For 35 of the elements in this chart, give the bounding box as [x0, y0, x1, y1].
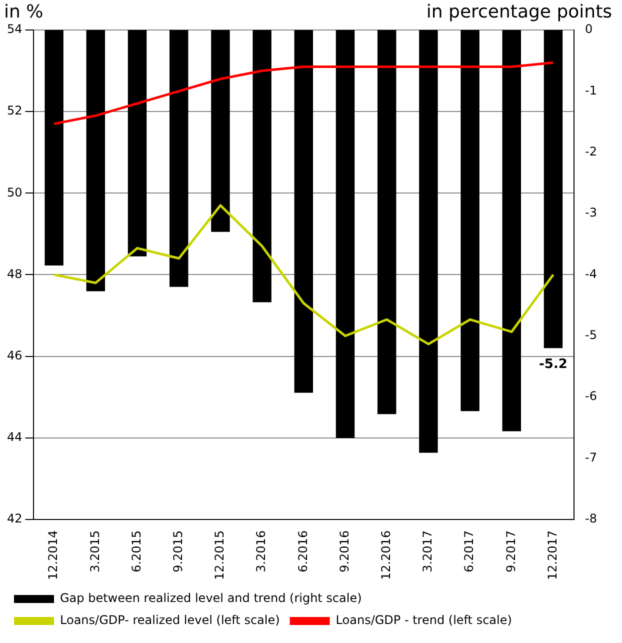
x-tick-label: 6.2015 — [129, 530, 144, 572]
legend-label: Gap between realized level and trend (right scale) — [60, 591, 362, 606]
x-tick-label: 9.2017 — [504, 530, 518, 572]
y2-tick-label: -4 — [585, 266, 598, 281]
y2-tick-label: 0 — [585, 22, 593, 36]
x-tick-label: 12.2017 — [545, 530, 560, 580]
y2-tick-label: -8 — [585, 512, 598, 526]
x-tick-label: 3.2016 — [254, 530, 268, 572]
legend-label: Loans/GDP - trend (left scale) — [336, 613, 512, 628]
y2-tick-label: -6 — [585, 389, 598, 404]
x-tick-label: 3.2015 — [88, 530, 102, 572]
y2-axis-title: in percentage points — [426, 2, 612, 23]
x-tick-label: 6.2016 — [296, 530, 310, 572]
legend-label: Loans/GDP- realized level (left scale) — [60, 613, 280, 628]
y2-tick-label: -7 — [585, 450, 598, 464]
y-tick-label: 48 — [6, 266, 22, 281]
y2-tick-label: -5 — [585, 328, 598, 342]
x-tick-label: 12.2016 — [378, 530, 393, 580]
y-tick-label: 46 — [6, 348, 22, 362]
y-axis-title: in % — [4, 2, 44, 23]
y-tick-label: 50 — [6, 185, 22, 200]
y-tick-label: 52 — [6, 104, 22, 118]
x-tick-label: 9.2016 — [337, 530, 352, 572]
y2-tick-label: -1 — [585, 83, 598, 98]
x-tick-label: 3.2017 — [420, 530, 435, 572]
x-tick-label: 9.2015 — [170, 530, 185, 572]
y2-tick-label: -3 — [585, 206, 598, 220]
data-label: -5.2 — [539, 356, 568, 372]
y-tick-label: 44 — [6, 430, 22, 444]
x-tick-label: 12.2015 — [212, 530, 227, 580]
x-tick-label: 6.2017 — [462, 530, 476, 572]
y2-tick-label: -2 — [585, 144, 598, 158]
x-tick-label: 12.2014 — [46, 530, 60, 580]
y-tick-label: 42 — [6, 512, 22, 526]
y-tick-label: 54 — [6, 22, 22, 36]
